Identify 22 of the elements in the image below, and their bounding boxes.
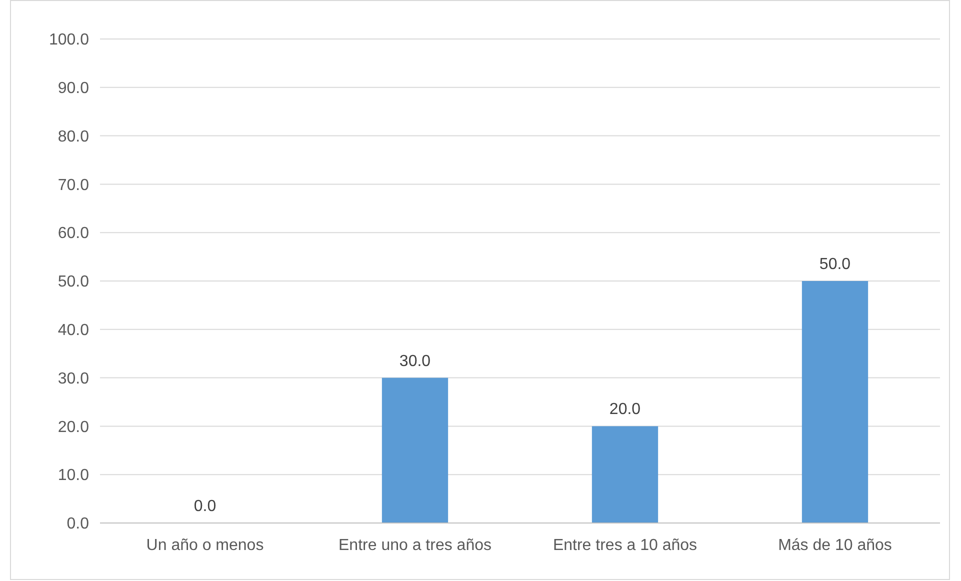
bar (802, 281, 868, 523)
y-tick-label: 30.0 (58, 370, 90, 388)
y-tick-label: 40.0 (58, 322, 90, 339)
y-tick-label: 10.0 (58, 467, 90, 484)
y-tick-label: 0.0 (66, 516, 90, 533)
bar (592, 426, 658, 523)
y-tick-label: 80.0 (58, 128, 90, 146)
y-tick-label: 50.0 (58, 274, 90, 291)
y-tick-label: 100.0 (48, 32, 90, 49)
y-tick-label: 90.0 (58, 80, 90, 97)
x-tick-label: Más de 10 años (778, 537, 892, 554)
data-label: 50.0 (819, 256, 851, 273)
data-label: 30.0 (399, 352, 431, 370)
bar (382, 378, 448, 523)
y-tick-label: 60.0 (58, 225, 90, 242)
x-tick-label: Entre uno a tres años (338, 537, 492, 554)
y-tick-label: 20.0 (58, 418, 90, 436)
data-label: 20.0 (609, 401, 641, 418)
x-tick-label: Un año o menos (146, 537, 264, 554)
y-tick-label: 70.0 (58, 176, 90, 194)
x-tick-label: Entre tres a 10 años (552, 537, 698, 554)
data-label: 0.0 (194, 498, 216, 515)
